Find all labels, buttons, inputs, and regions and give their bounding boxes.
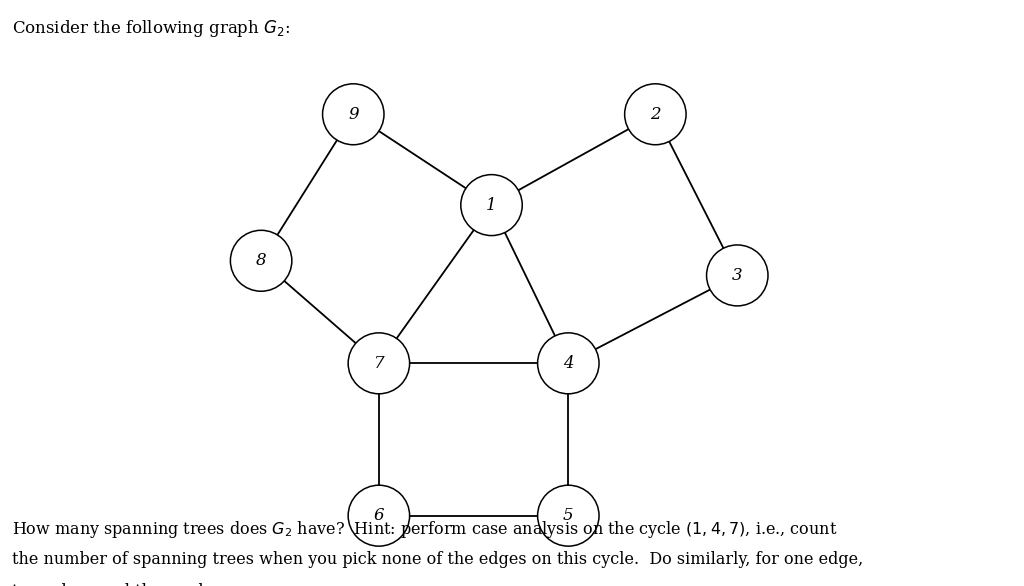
Text: 2: 2 [650, 105, 660, 123]
Ellipse shape [538, 485, 599, 546]
Ellipse shape [538, 333, 599, 394]
Text: 8: 8 [256, 252, 266, 270]
Text: 4: 4 [563, 355, 573, 372]
Text: 7: 7 [374, 355, 384, 372]
Text: 6: 6 [374, 507, 384, 524]
Text: two edges and three edges.: two edges and three edges. [12, 583, 237, 586]
Ellipse shape [323, 84, 384, 145]
Text: 5: 5 [563, 507, 573, 524]
Ellipse shape [348, 333, 410, 394]
Ellipse shape [461, 175, 522, 236]
Ellipse shape [707, 245, 768, 306]
Text: 1: 1 [486, 196, 497, 214]
Ellipse shape [625, 84, 686, 145]
Ellipse shape [230, 230, 292, 291]
Text: 3: 3 [732, 267, 742, 284]
Text: How many spanning trees does $G_2$ have?  Hint: perform case analysis on the cyc: How many spanning trees does $G_2$ have?… [12, 519, 838, 540]
Ellipse shape [348, 485, 410, 546]
Text: Consider the following graph $G_2$:: Consider the following graph $G_2$: [12, 18, 291, 39]
Text: 9: 9 [348, 105, 358, 123]
Text: the number of spanning trees when you pick none of the edges on this cycle.  Do : the number of spanning trees when you pi… [12, 551, 863, 568]
